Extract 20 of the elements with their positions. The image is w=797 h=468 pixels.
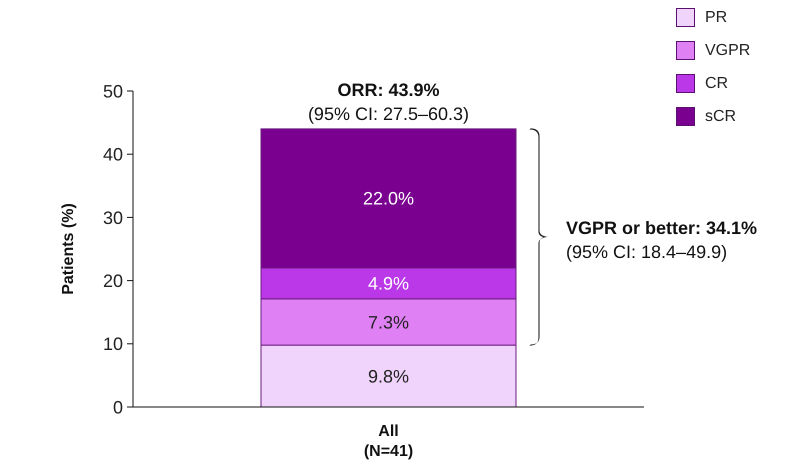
legend-label: VGPR xyxy=(705,42,750,60)
y-tick-label: 50 xyxy=(102,81,123,102)
data-label: 22.0% xyxy=(362,188,414,209)
annotation: VGPR or better: 34.1% xyxy=(566,216,758,240)
y-tick-label: 0 xyxy=(112,397,123,418)
legend-label: CR xyxy=(705,74,728,92)
data-label: 7.3% xyxy=(368,312,410,332)
y-tick-label: 20 xyxy=(102,270,123,291)
data-label: 4.9% xyxy=(368,274,410,294)
x-tick-label: All (N=41) xyxy=(364,423,414,460)
annotation: (95% CI: 27.5–60.3) xyxy=(306,102,470,126)
annotation: (95% CI: 18.4–49.9) xyxy=(566,240,728,264)
legend-label: PR xyxy=(705,8,728,26)
y-tick-label: 10 xyxy=(102,334,123,354)
y-tick-label: 40 xyxy=(102,144,123,165)
legend-label: sCR xyxy=(705,108,736,126)
annotation: ORR: 43.9% xyxy=(336,78,441,102)
y-tick-label: 30 xyxy=(102,208,123,228)
y-axis-title: Patients (%) xyxy=(60,203,76,295)
data-label: 9.8% xyxy=(368,366,410,386)
